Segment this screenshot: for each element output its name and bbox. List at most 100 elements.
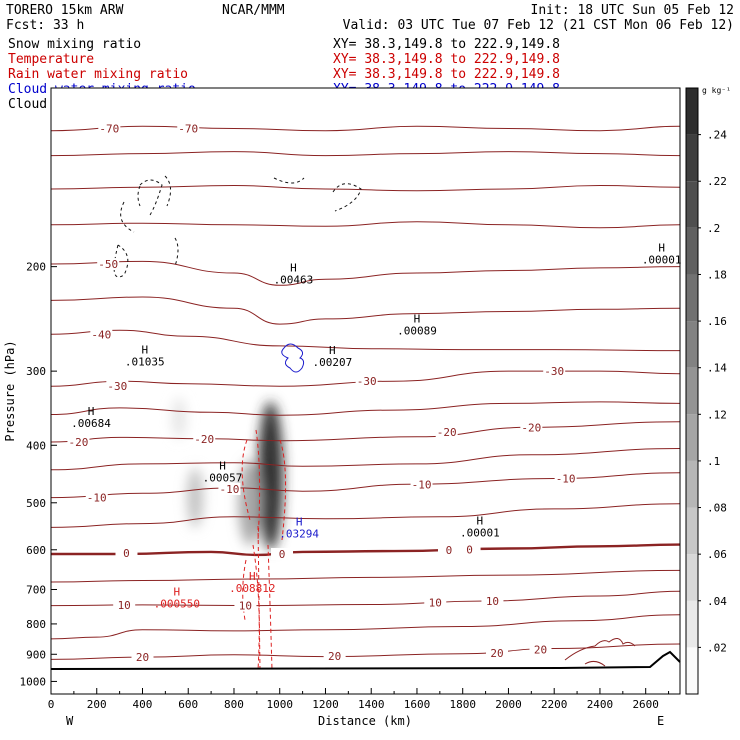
isotherm-label-bg-12: [218, 483, 241, 496]
isotherm-label-bg-20: [234, 599, 257, 612]
isotherm-label-bg-19: [113, 599, 136, 612]
isotherm-label-bg-16: [271, 548, 294, 561]
colorbar-step-2: [686, 554, 698, 601]
snow-blob-0: [257, 401, 284, 550]
x-tick-label-13: 2600: [632, 698, 659, 711]
y-tick-label-6: 800: [26, 618, 46, 631]
isotherm-label-bg-14: [554, 472, 577, 485]
isotherm-label-bg-6: [543, 365, 566, 378]
colorbar-label-6: .14: [707, 362, 727, 375]
maximum-value-4: .00207: [312, 356, 352, 369]
model-title: TORERO 15km ARW: [6, 3, 124, 18]
maximum-value-9: .008812: [229, 582, 275, 595]
isotherm-label-bg-0: [98, 122, 121, 135]
maximum-value-6: .00057: [203, 472, 243, 485]
colorbar-label-7: .16: [707, 315, 727, 328]
x-tick-label-6: 1200: [312, 698, 339, 711]
isotherm-label-bg-21: [424, 596, 447, 609]
isotherm-12: [51, 503, 680, 528]
colorbar-step-1: [686, 600, 698, 648]
maximum-marker-3: H: [141, 343, 148, 356]
y-axis-label: Pressure (hPa): [3, 340, 17, 441]
isotherm-label-14: -10: [556, 472, 576, 485]
isotherm-label-bg-7: [67, 436, 90, 449]
isotherm-label-bg-1: [177, 122, 200, 135]
isotherm-9: [51, 421, 680, 443]
maximum-marker-7: H: [296, 516, 303, 529]
maximum-value-3: .01035: [125, 355, 165, 368]
isotherm-label-bg-18: [458, 543, 481, 556]
maximum-marker-1: H: [414, 312, 421, 325]
terrain-fill: [51, 652, 680, 694]
colorbar-label-2: .06: [707, 548, 727, 561]
maximum-value-8: .00001: [460, 526, 500, 539]
legend-xy-0: XY= 38.3,149.8 to 222.9,149.8: [333, 37, 560, 52]
colorbar-step-3: [686, 507, 698, 555]
colorbar-frame: [685, 87, 699, 695]
colorbar-label-10: .22: [707, 175, 727, 188]
x-axis: 0 200 400 600 800 1000 1200 1400 1600 1800 2000 220…: [48, 688, 670, 711]
rain-water-contours: [241, 429, 287, 671]
maximum-marker-0: H: [290, 262, 297, 275]
snow-blob-1: [238, 460, 262, 546]
maximum-marker-8: H: [477, 514, 484, 527]
terrain-line: [50, 650, 681, 670]
isotherm-label-2: -50: [98, 258, 118, 271]
isotherm-label-7: -20: [69, 436, 89, 449]
isotherm-label-10: -20: [521, 421, 541, 434]
isotherm-label-bg-10: [520, 421, 543, 434]
colorbar-label-0: .02: [707, 641, 727, 654]
isotherm-label-3: -40: [91, 328, 111, 341]
isotherm-label-bg-26: [529, 643, 552, 656]
colorbar-label-8: .18: [707, 268, 727, 281]
colorbar-step-7: [686, 321, 698, 368]
isotherm-1: [51, 151, 680, 157]
y-tick-label-5: 700: [26, 584, 46, 597]
isotherm-3: [51, 221, 680, 229]
colorbar-step-0: [686, 647, 698, 694]
colorbar-label-11: .24: [707, 129, 727, 142]
isotherm-label-25: 20: [490, 647, 503, 660]
isotherm-label-bg-24: [323, 649, 346, 662]
y-tick-label-0: 200: [26, 261, 46, 274]
isotherm-label-1: -70: [178, 122, 198, 135]
x-tick-label-0: 0: [48, 698, 55, 711]
isotherm-0: [51, 125, 680, 132]
maximum-value-2: .00001: [642, 253, 682, 266]
isotherm-5: [51, 296, 680, 325]
colorbar-step-10: [686, 181, 698, 228]
maximum-value-5: .00684: [71, 417, 111, 430]
x-tick-label-8: 1600: [404, 698, 431, 711]
isotherm-label-16: 0: [279, 548, 286, 561]
colorbar-label-9: .2: [707, 222, 720, 235]
maximum-value-7: .03294: [279, 528, 319, 541]
colorbar-label-3: .08: [707, 502, 727, 515]
maximum-marker-5: H: [88, 405, 95, 418]
isotherm-label-20: 10: [239, 600, 252, 613]
snow-mixing-ratio-shading: [172, 397, 284, 550]
isotherm-label-8: -20: [194, 433, 214, 446]
isotherm-14: [51, 569, 680, 583]
maximum-marker-6: H: [219, 460, 226, 473]
colorbar-step-6: [686, 367, 698, 415]
isotherm-label-bg-11: [85, 491, 108, 504]
x-tick-label-11: 2200: [541, 698, 568, 711]
x-tick-label-4: 800: [224, 698, 244, 711]
maximum-value-1: .00089: [397, 324, 437, 337]
isotherm-label-bg-13: [410, 478, 433, 491]
isotherm-13: [51, 543, 680, 557]
snow-blob-3: [172, 397, 186, 439]
isotherm-label-bg-22: [481, 595, 504, 608]
isotherm-label-bg-9: [435, 426, 458, 439]
legend-field-2: Rain water mixing ratio: [8, 67, 188, 82]
y-axis: 200 300 400 500 600 700 800 900 1000: [20, 261, 57, 688]
isotherm-label-bg-17: [437, 543, 460, 556]
isotherm-label-bg-2: [97, 258, 120, 271]
isotherm-label-17: 0: [446, 544, 453, 557]
x-tick-label-7: 1400: [358, 698, 385, 711]
y-tick-label-8: 1000: [20, 675, 47, 688]
west-label: W: [66, 714, 74, 728]
isotherm-8: [51, 401, 680, 416]
isotherm-label-bg-4: [106, 380, 129, 393]
